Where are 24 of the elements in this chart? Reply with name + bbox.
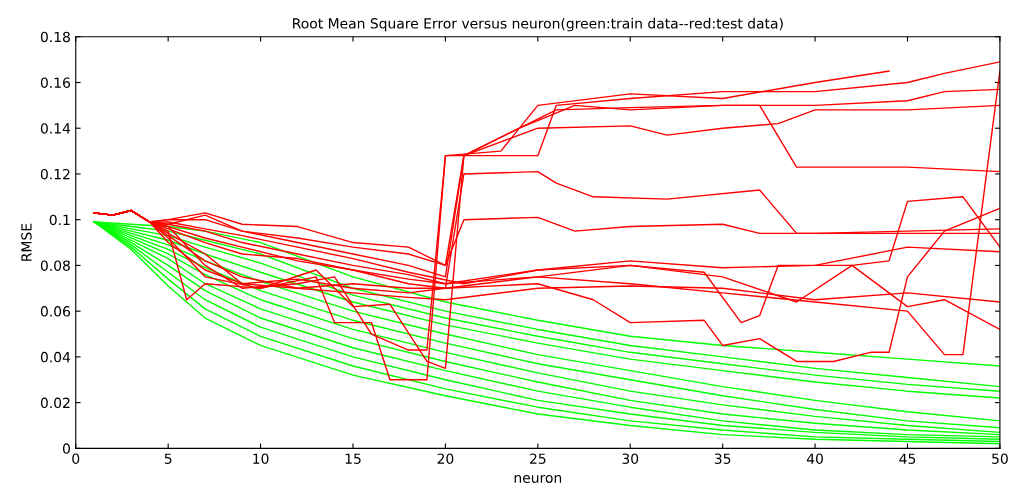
y-tick-label: 0.12 (40, 168, 70, 180)
y-tick-label: 0.1 (49, 214, 70, 226)
x-tick-label: 10 (253, 453, 269, 464)
x-tick-label: 25 (530, 453, 546, 464)
y-tick-label: 0.06 (40, 306, 71, 317)
x-tick-label: 45 (899, 453, 916, 464)
y-tick-label: 0.08 (40, 260, 70, 271)
y-tick-label: 0.14 (40, 123, 71, 134)
chart-title: Root Mean Square Error versus neuron(green:train data--red:test data) (293, 17, 783, 32)
x-axis-title: neuron (514, 474, 562, 483)
x-tick-label: 50 (992, 453, 1008, 464)
x-tick-label: 40 (806, 453, 823, 464)
y-tick-label: 0.18 (40, 31, 70, 43)
x-tick-label: 35 (714, 453, 731, 464)
x-tick-label: 5 (164, 453, 172, 464)
x-tick-label: 20 (437, 453, 454, 464)
y-tick-label: 0.16 (40, 77, 71, 88)
y-tick-label: 0 (62, 443, 70, 454)
y-tick-label: 0.02 (40, 397, 70, 409)
x-tick-label: 0 (72, 453, 80, 464)
x-tick-label: 30 (622, 453, 639, 464)
y-axis-title: RMSE (21, 223, 32, 261)
y-tick-label: 0.04 (40, 351, 71, 363)
x-tick-label: 15 (345, 453, 361, 464)
